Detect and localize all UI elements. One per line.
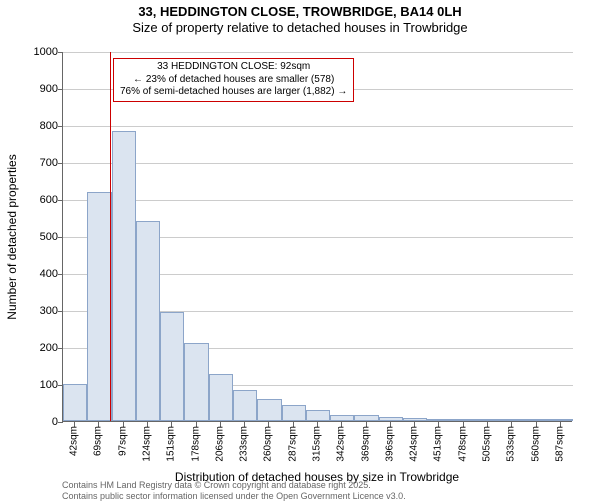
ytick-label: 200 — [18, 342, 58, 354]
histogram-bar — [63, 384, 87, 421]
gridline — [63, 163, 573, 164]
annotation-line: ← 23% of detached houses are smaller (57… — [120, 74, 347, 87]
xtick-label: 342sqm — [336, 426, 347, 462]
footer-attribution: Contains HM Land Registry data © Crown c… — [62, 480, 406, 502]
histogram-bar — [452, 419, 476, 421]
xtick-label: 69sqm — [93, 426, 104, 456]
histogram-bar — [233, 390, 257, 421]
ytick-mark — [58, 311, 63, 312]
histogram-bar — [160, 312, 184, 421]
histogram-bar — [282, 405, 306, 421]
histogram-bar — [549, 419, 573, 421]
xtick-label: 42sqm — [69, 426, 80, 456]
histogram-bar — [209, 374, 233, 421]
plot-region: 33 HEDDINGTON CLOSE: 92sqm← 23% of detac… — [62, 52, 572, 422]
ytick-label: 600 — [18, 194, 58, 206]
xtick-label: 260sqm — [263, 426, 274, 462]
xtick-label: 233sqm — [239, 426, 250, 462]
histogram-bar — [379, 417, 403, 421]
histogram-bar — [306, 410, 330, 421]
ytick-mark — [58, 422, 63, 423]
histogram-bar — [112, 131, 136, 421]
histogram-bar — [403, 418, 427, 421]
histogram-bar — [257, 399, 281, 421]
xtick-label: 369sqm — [360, 426, 371, 462]
xtick-label: 124sqm — [142, 426, 153, 462]
histogram-bar — [184, 343, 208, 421]
gridline — [63, 200, 573, 201]
footer-line-1: Contains HM Land Registry data © Crown c… — [62, 480, 406, 491]
xtick-label: 533sqm — [506, 426, 517, 462]
footer-line-2: Contains public sector information licen… — [62, 491, 406, 502]
chart-title-main: 33, HEDDINGTON CLOSE, TROWBRIDGE, BA14 0… — [0, 4, 600, 19]
ytick-mark — [58, 237, 63, 238]
ytick-mark — [58, 200, 63, 201]
histogram-bar — [136, 221, 160, 421]
annotation-line: 33 HEDDINGTON CLOSE: 92sqm — [120, 61, 347, 74]
ytick-mark — [58, 52, 63, 53]
ytick-label: 500 — [18, 231, 58, 243]
annotation-line: 76% of semi-detached houses are larger (… — [120, 86, 347, 99]
ytick-label: 100 — [18, 379, 58, 391]
annotation-box: 33 HEDDINGTON CLOSE: 92sqm← 23% of detac… — [113, 58, 354, 102]
xtick-label: 587sqm — [554, 426, 565, 462]
ytick-mark — [58, 126, 63, 127]
xtick-label: 178sqm — [190, 426, 201, 462]
histogram-bar — [524, 419, 548, 421]
xtick-label: 505sqm — [482, 426, 493, 462]
xtick-label: 97sqm — [117, 426, 128, 456]
xtick-label: 478sqm — [457, 426, 468, 462]
gridline — [63, 52, 573, 53]
xtick-label: 560sqm — [530, 426, 541, 462]
xtick-label: 151sqm — [166, 426, 177, 462]
gridline — [63, 126, 573, 127]
xtick-label: 451sqm — [433, 426, 444, 462]
histogram-bar — [427, 419, 451, 421]
ytick-label: 0 — [18, 416, 58, 428]
ytick-mark — [58, 163, 63, 164]
ytick-label: 700 — [18, 157, 58, 169]
chart-area: 33 HEDDINGTON CLOSE: 92sqm← 23% of detac… — [62, 52, 572, 422]
ytick-label: 900 — [18, 83, 58, 95]
ytick-label: 400 — [18, 268, 58, 280]
xtick-label: 396sqm — [384, 426, 395, 462]
property-marker-line — [110, 52, 111, 421]
xtick-label: 315sqm — [312, 426, 323, 462]
ytick-label: 800 — [18, 120, 58, 132]
histogram-bar — [87, 192, 111, 421]
xtick-label: 206sqm — [214, 426, 225, 462]
y-axis-label: Number of detached properties — [5, 154, 19, 319]
chart-title-sub: Size of property relative to detached ho… — [0, 20, 600, 35]
xtick-label: 287sqm — [287, 426, 298, 462]
ytick-mark — [58, 274, 63, 275]
histogram-bar — [476, 419, 500, 421]
ytick-mark — [58, 89, 63, 90]
histogram-bar — [500, 419, 524, 421]
histogram-bar — [330, 415, 354, 421]
ytick-mark — [58, 348, 63, 349]
histogram-bar — [354, 415, 378, 421]
xtick-label: 424sqm — [409, 426, 420, 462]
ytick-label: 1000 — [18, 46, 58, 58]
ytick-label: 300 — [18, 305, 58, 317]
